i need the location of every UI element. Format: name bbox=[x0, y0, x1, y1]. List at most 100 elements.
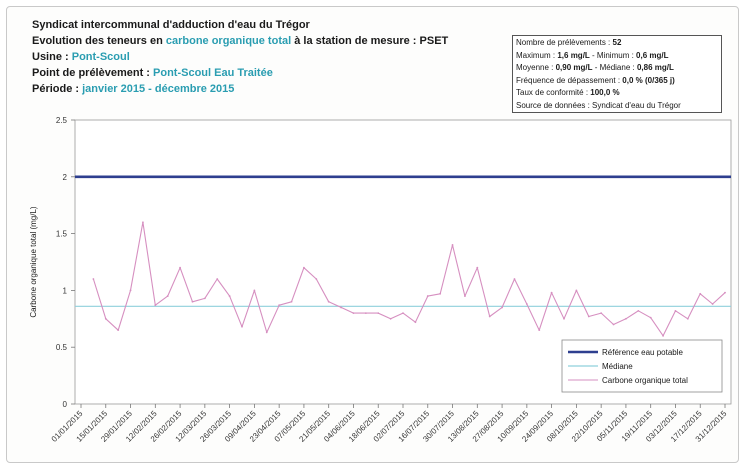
toc-data-point bbox=[439, 292, 442, 295]
stat-meanmedian: Moyenne : 0,90 mg/L - Médiane : 0,86 mg/… bbox=[516, 62, 718, 75]
stat-conformity-value: 100,0 % bbox=[590, 88, 620, 98]
toc-data-point bbox=[550, 291, 553, 294]
toc-data-point bbox=[525, 303, 528, 305]
periode-label: Période : bbox=[32, 83, 83, 95]
toc-data-point bbox=[179, 266, 181, 269]
toc-data-point bbox=[451, 244, 454, 246]
legend-label: Référence eau potable bbox=[602, 348, 684, 357]
usine-value: Pont-Scoul bbox=[71, 51, 130, 63]
toc-data-point bbox=[327, 300, 330, 303]
toc-data-point bbox=[228, 295, 231, 297]
toc-data-point bbox=[724, 291, 726, 294]
point-label: Point de prélèvement : bbox=[32, 67, 154, 79]
toc-data-point bbox=[649, 316, 652, 319]
toc-data-point bbox=[129, 289, 132, 292]
toc-data-point bbox=[575, 289, 578, 292]
stat-source-label: Source de données : Syndicat d'eau du Tr… bbox=[516, 100, 681, 110]
toc-data-point bbox=[315, 278, 318, 280]
stat-exceedance: Fréquence de dépassement : 0,0 % (0/365 … bbox=[516, 75, 718, 88]
stat-exceedance-label: Fréquence de dépassement : bbox=[516, 75, 623, 85]
toc-data-point bbox=[501, 306, 503, 309]
toc-data-point bbox=[265, 331, 268, 334]
toc-data-point bbox=[488, 315, 491, 318]
point-line: Point de prélèvement : Pont-Scoul Eau Tr… bbox=[32, 65, 448, 81]
toc-data-point bbox=[612, 323, 615, 326]
toc-data-point bbox=[340, 306, 342, 309]
toc-data-point bbox=[686, 317, 689, 320]
stat-count-label: Nombre de prélèvements : bbox=[516, 38, 613, 47]
y-tick-label: 2 bbox=[63, 173, 68, 182]
toc-data-point bbox=[142, 221, 144, 224]
periode-line: Période : janvier 2015 - décembre 2015 bbox=[32, 81, 448, 97]
toc-data-point bbox=[662, 334, 664, 337]
toc-data-point bbox=[464, 295, 466, 297]
legend-box bbox=[561, 339, 723, 393]
toc-data-point bbox=[117, 329, 120, 332]
toc-data-point bbox=[414, 321, 417, 324]
toc-data-point bbox=[104, 317, 107, 320]
stat-median-value: 0,86 mg/L bbox=[636, 63, 674, 73]
stat-maxmin: Maximum : 1,6 mg/L - Minimum : 0,6 mg/L bbox=[516, 50, 718, 63]
y-tick-label: 1.5 bbox=[56, 230, 68, 239]
stat-exceedance-value: 0,0 % (0/365 j) bbox=[622, 75, 675, 85]
usine-line: Usine : Pont-Scoul bbox=[32, 49, 448, 65]
usine-label: Usine : bbox=[32, 51, 72, 63]
toc-data-point bbox=[364, 312, 367, 315]
toc-data-point bbox=[203, 297, 206, 300]
toc-data-point bbox=[389, 317, 392, 320]
periode-value: janvier 2015 - décembre 2015 bbox=[82, 83, 235, 95]
toc-data-point bbox=[674, 309, 677, 312]
stat-conformity: Taux de conformité : 100,0 % bbox=[516, 87, 718, 100]
chart-title: Evolution des teneurs en carbone organiq… bbox=[32, 33, 448, 49]
chart-legend: Référence eau potable Médiane Carbone orga… bbox=[561, 339, 723, 393]
toc-data-point bbox=[154, 304, 157, 307]
toc-data-point bbox=[513, 278, 516, 280]
toc-data-point bbox=[711, 303, 714, 305]
stat-min-value: 0,6 mg/L bbox=[636, 50, 669, 60]
toc-data-point bbox=[637, 309, 640, 312]
stat-max-value: 1,6 mg/L bbox=[557, 50, 590, 60]
stat-mean-value: 0,90 mg/L bbox=[555, 63, 593, 73]
title-prefix: Evolution des teneurs en bbox=[32, 35, 166, 47]
stat-min-label: - Minimum : bbox=[589, 50, 637, 60]
toc-data-point bbox=[303, 266, 305, 269]
title-parameter: carbone organique total bbox=[165, 35, 292, 47]
toc-data-point bbox=[278, 304, 281, 307]
y-tick-label: 0 bbox=[63, 400, 68, 409]
y-axis-label: Carbone organique total (mg/L) bbox=[29, 206, 38, 318]
toc-data-point bbox=[241, 325, 243, 328]
toc-data-point bbox=[538, 329, 541, 332]
stat-source: Source de données : Syndicat d'eau du Tr… bbox=[516, 100, 718, 113]
chart-series bbox=[75, 175, 731, 337]
stat-median-label: - Médiane : bbox=[592, 63, 637, 73]
syndicat-title: Syndicat intercommunal d'adduction d'eau… bbox=[32, 19, 310, 31]
stat-conformity-label: Taux de conformité : bbox=[516, 88, 591, 98]
toc-data-point bbox=[352, 312, 355, 315]
y-tick-label: 0.5 bbox=[56, 343, 68, 352]
stat-mean-label: Moyenne : bbox=[516, 63, 556, 73]
title-suffix: à la station de mesure : PSET bbox=[291, 35, 449, 47]
toc-data-point bbox=[402, 312, 404, 315]
toc-data-point bbox=[253, 289, 256, 292]
toc-data-point bbox=[587, 315, 590, 318]
toc-data-point bbox=[191, 300, 194, 303]
toc-data-point bbox=[426, 295, 429, 297]
x-axis-ticks: 01/01/201515/01/201529/01/201512/02/2015… bbox=[50, 404, 729, 444]
toc-data-point bbox=[166, 295, 169, 297]
toc-data-point bbox=[290, 300, 293, 303]
stat-max-label: Maximum : bbox=[516, 50, 558, 60]
toc-data-point bbox=[476, 266, 479, 269]
toc-series-line bbox=[92, 221, 726, 337]
point-value: Pont-Scoul Eau Traitée bbox=[153, 67, 273, 79]
y-tick-label: 1 bbox=[63, 286, 68, 295]
legend-label: Carbone organique total bbox=[602, 376, 688, 385]
chart-header: Syndicat intercommunal d'adduction d'eau… bbox=[32, 17, 448, 97]
y-tick-label: 2.5 bbox=[56, 116, 68, 125]
toc-data-point bbox=[625, 317, 627, 320]
toc-data-point bbox=[92, 278, 95, 280]
toc-data-point bbox=[563, 317, 565, 320]
stat-count: Nombre de prélèvements : 52 bbox=[516, 37, 718, 50]
legend-label: Médiane bbox=[602, 362, 633, 371]
y-axis-ticks: 0 0.5 1 1.5 2 2.5 bbox=[56, 116, 75, 409]
